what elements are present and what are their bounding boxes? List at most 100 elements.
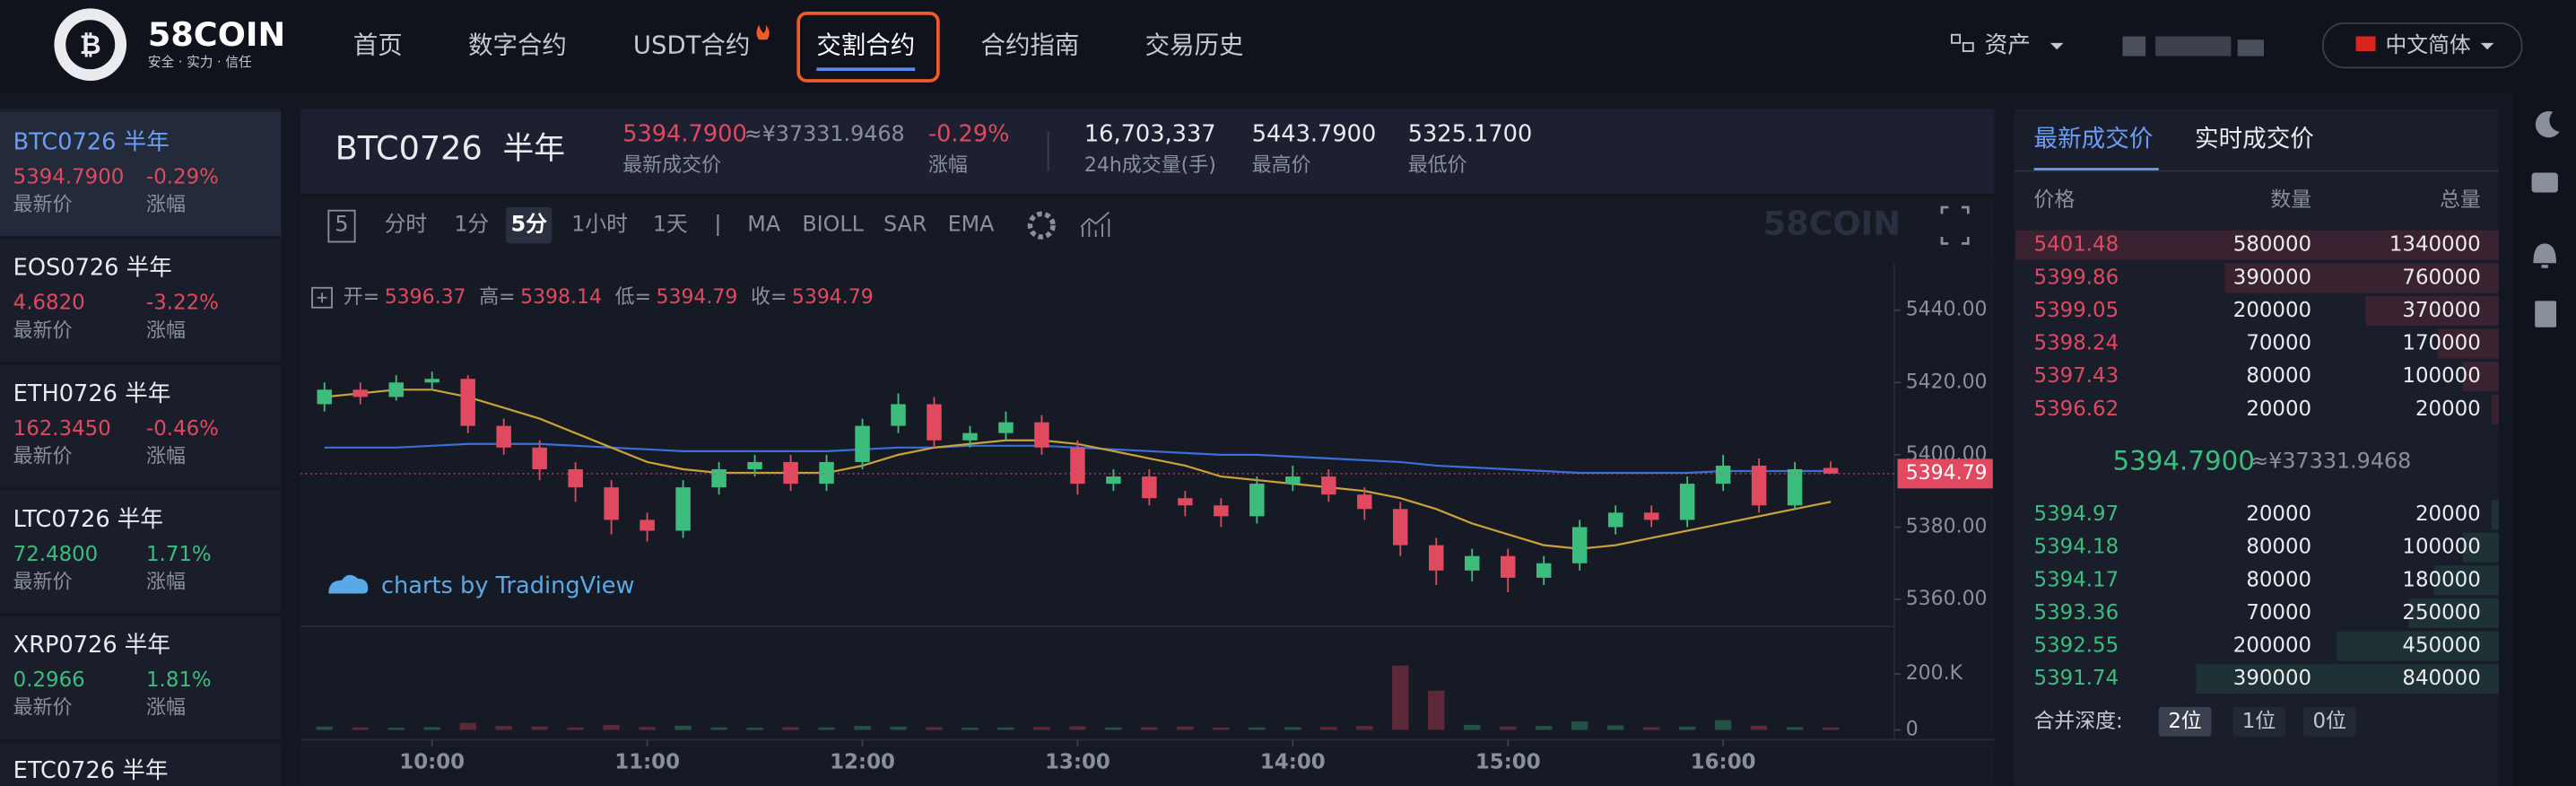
legend-toggle[interactable] [311,286,333,309]
depth-option[interactable]: 2位 [2168,710,2201,733]
candle-body [1357,494,1372,510]
tool-item[interactable]: 1天 [653,212,688,237]
market-change: 1.81% [146,668,212,692]
attribution[interactable]: charts by TradingView [381,572,635,599]
x-tick-label: 12:00 [830,751,895,774]
calculator-icon[interactable] [2535,301,2557,328]
ohlc-value: 5396.37 [385,286,466,309]
assets-menu[interactable]: 资产 [1951,32,2064,59]
volume-bar [1320,727,1337,730]
order-price[interactable]: 5401.48 [2034,233,2119,257]
volume-bar [423,727,440,730]
market-item-active[interactable] [0,111,282,237]
resolution-box [327,209,356,243]
nav-item[interactable]: 交易历史 [1145,32,1244,60]
tool-item[interactable]: 1小时 [571,212,628,237]
tool-item[interactable]: 分时 [385,212,428,237]
order-qty: 390000 [2233,266,2311,289]
tool-item[interactable]: 5 [335,212,348,237]
depth-bar [2337,631,2499,661]
market-name[interactable]: XRP0726 半年 [13,632,170,659]
depth-bar [2462,362,2499,392]
language-pill[interactable] [2322,22,2523,69]
order-price[interactable]: 5392.55 [2034,634,2119,658]
candlestick-chart: 开= 5396.37 高= 5398.14 低= 5394.79 收= 5394.795440… [300,286,1993,774]
market-name[interactable]: LTC0726 半年 [13,506,163,533]
fullscreen-icon[interactable] [1940,205,1970,245]
candle-body [460,379,475,426]
volume-bar [1213,727,1230,730]
volume-tick-label: 0 [1906,718,1919,740]
order-price[interactable]: 5399.86 [2034,266,2119,289]
order-total: 170000 [2402,332,2480,355]
volume-bar [926,727,943,730]
volume-bar [1571,721,1588,730]
order-total: 180000 [2402,568,2480,591]
market-name[interactable]: ETH0726 半年 [13,380,171,407]
nav-item[interactable]: USDT合约 [633,32,750,60]
market-change: 1.71% [146,543,212,566]
nav: 首页 数字合约 USDT合约 交割合约 合约指南 交易历史 [353,12,1244,83]
language[interactable]: 中文简体 [2386,32,2471,57]
candle-body [1571,527,1588,563]
volume-bar [1786,727,1804,730]
top-bar [0,0,2576,92]
market-name[interactable]: EOS0726 半年 [13,255,172,282]
tool-item[interactable]: BIOLL [802,212,864,237]
logo-text[interactable]: 58COIN [148,15,285,54]
volume-bar [746,727,763,730]
x-tick-label: 16:00 [1691,751,1756,774]
settings-icon[interactable] [1027,211,1056,240]
wallet-icon[interactable] [2531,172,2558,193]
market-change: -0.29% [146,166,219,189]
order-total: 20000 [2415,502,2481,526]
depth-option-bg[interactable] [2232,706,2285,737]
depth-option[interactable]: 0位 [2313,710,2346,733]
market-name[interactable]: ETC0726 半年 [13,757,169,784]
order-price[interactable]: 5394.17 [2034,568,2119,591]
tool-item[interactable]: SAR [883,212,927,237]
order-price[interactable]: 5391.74 [2034,667,2119,690]
tool-item[interactable]: | [714,212,721,237]
assets[interactable]: 资产 [1985,32,2031,59]
nav-item[interactable]: 首页 [353,32,403,60]
orderbook-tab[interactable]: 实时成交价 [2195,125,2314,153]
depth-bar [2408,598,2499,628]
orderbook-tab[interactable]: 最新成交价 [2034,125,2154,153]
nav-item[interactable]: 交割合约 [816,32,915,60]
tool-item[interactable]: 1分 [454,212,489,237]
tool-item[interactable]: MA [747,212,781,237]
tool-item[interactable]: 5分 [511,212,548,237]
order-price[interactable]: 5399.05 [2034,299,2119,322]
order-price[interactable]: 5393.36 [2034,601,2119,624]
volume-bar [603,724,620,730]
order-price[interactable]: 5397.43 [2034,364,2119,388]
depth-option[interactable]: 1位 [2242,710,2276,733]
order-price[interactable]: 5394.97 [2034,502,2119,526]
tool-item[interactable]: EMA [948,212,996,237]
theme-icon[interactable] [2535,110,2560,138]
depth-option-bg[interactable] [2158,706,2212,737]
order-price[interactable]: 5394.18 [2034,536,2119,559]
candle-body [604,487,619,520]
market-label: 最新价 [13,572,73,594]
blur [2155,36,2232,57]
market-label: 最新价 [13,445,73,467]
bell-icon[interactable] [2533,243,2557,268]
depth-option-bg[interactable] [2302,706,2356,737]
nav-item[interactable]: 数字合约 [468,32,567,60]
order-price[interactable]: 5396.62 [2034,397,2119,421]
low: 5325.1700 [1408,120,1533,147]
ohlc-value: 5394.79 [792,286,874,309]
indicator-icon[interactable] [1080,211,1110,237]
volume-bar [387,727,405,730]
volume-bar [639,727,656,730]
logo-icon-inner [65,20,116,70]
market-name[interactable]: BTC0726 半年 [13,129,170,156]
market-price: 72.4800 [13,543,99,566]
order-price[interactable]: 5398.24 [2034,332,2119,355]
market-price: 0.2966 [13,668,85,692]
user-blurred[interactable] [2122,36,2264,57]
nav-item[interactable]: 合约指南 [980,32,1079,60]
candle-body [640,520,655,531]
